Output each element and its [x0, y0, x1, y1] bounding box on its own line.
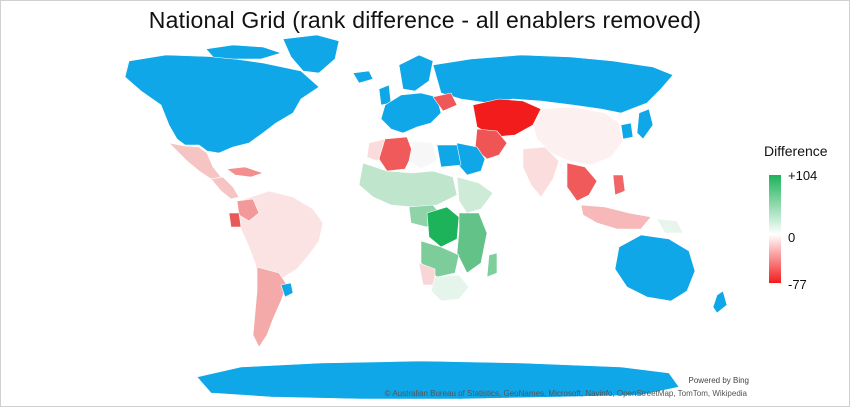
map-title: National Grid (rank difference - all ena…: [148, 7, 702, 33]
region-chile-argentina[interactable]: [252, 266, 288, 348]
region-new-zealand[interactable]: [712, 290, 728, 314]
region-scandinavia[interactable]: [398, 54, 434, 92]
region-libya[interactable]: [408, 140, 438, 170]
map-attribution[interactable]: © Australian Bureau of Statistics, GeoNa…: [384, 389, 747, 398]
region-madagascar[interactable]: [486, 252, 498, 278]
legend-mid-label: 0: [788, 230, 796, 245]
region-uruguay[interactable]: [280, 282, 294, 298]
region-ukraine[interactable]: [432, 92, 458, 112]
legend-min-label: -77: [788, 277, 807, 292]
region-mongolia-china[interactable]: [532, 106, 624, 166]
region-sahel-west-africa[interactable]: [358, 162, 458, 208]
region-antarctica[interactable]: [196, 360, 680, 400]
region-caribbean[interactable]: [226, 166, 264, 178]
legend-max-label: +104: [788, 168, 818, 183]
legend-title: Difference: [764, 143, 828, 159]
region-south-america[interactable]: [236, 190, 324, 292]
region-horn-of-africa[interactable]: [456, 176, 494, 214]
region-australia[interactable]: [614, 234, 696, 302]
legend-color-bar: [769, 175, 781, 283]
region-india[interactable]: [522, 146, 560, 198]
region-europe[interactable]: [380, 92, 442, 134]
region-png[interactable]: [656, 218, 684, 234]
powered-by-bing: Powered by Bing: [688, 376, 749, 385]
region-russia[interactable]: [432, 54, 674, 114]
region-east-africa[interactable]: [456, 212, 488, 274]
region-japan[interactable]: [636, 108, 654, 140]
region-algeria[interactable]: [378, 136, 414, 172]
region-canada-arctic-islands[interactable]: [205, 44, 282, 60]
region-drc[interactable]: [426, 206, 460, 248]
region-greenland[interactable]: [282, 34, 340, 74]
region-central-america[interactable]: [210, 176, 240, 200]
region-korea[interactable]: [620, 122, 634, 140]
region-egypt[interactable]: [436, 144, 462, 168]
region-philippines[interactable]: [612, 174, 626, 196]
region-ecuador[interactable]: [228, 212, 242, 228]
region-iceland[interactable]: [352, 70, 374, 84]
region-north-america[interactable]: [124, 54, 320, 154]
region-uk-ireland[interactable]: [378, 84, 392, 106]
region-southern-africa[interactable]: [430, 274, 470, 302]
region-southeast-asia[interactable]: [566, 162, 598, 202]
region-indonesia[interactable]: [580, 204, 652, 230]
region-colombia[interactable]: [236, 198, 260, 222]
region-mexico[interactable]: [168, 142, 222, 180]
